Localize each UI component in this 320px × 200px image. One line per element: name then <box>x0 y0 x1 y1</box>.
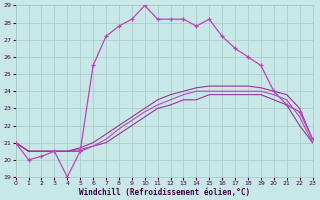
X-axis label: Windchill (Refroidissement éolien,°C): Windchill (Refroidissement éolien,°C) <box>78 188 250 197</box>
